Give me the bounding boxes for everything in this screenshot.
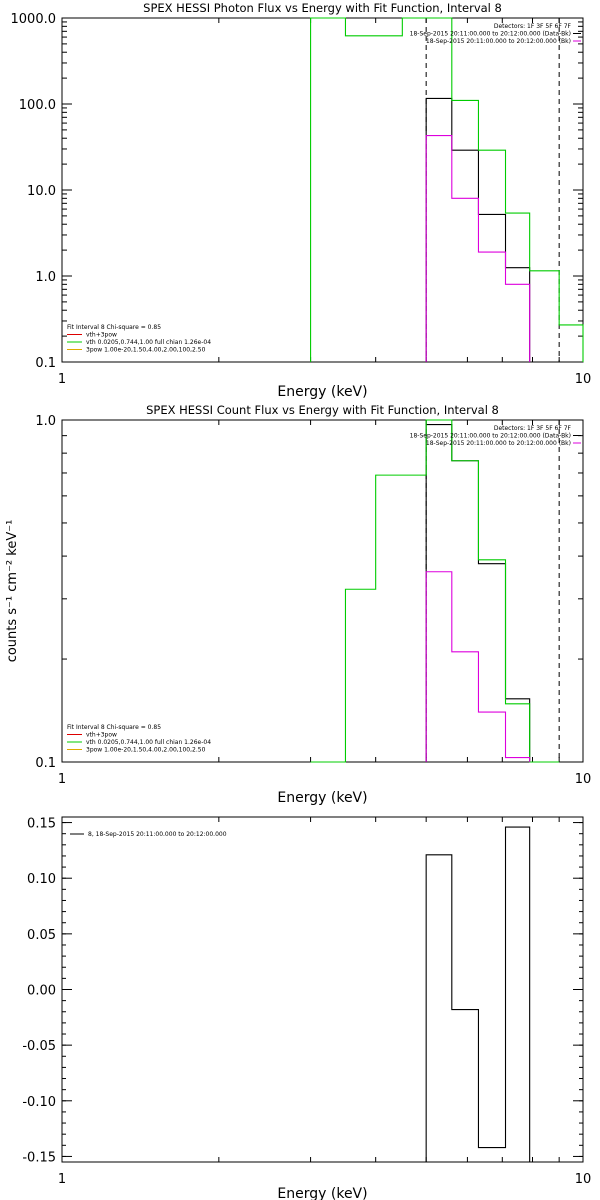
- panel-1-x-tick-label: 1: [58, 372, 66, 387]
- panel-2-legend-bottom-entry: vth+3pow: [86, 732, 117, 739]
- panel-2-x-axis-label: Energy (keV): [277, 790, 367, 806]
- panel-2-axes-frame: [61, 419, 584, 763]
- panel-1-title: SPEX HESSI Photon Flux vs Energy with Fi…: [143, 1, 502, 15]
- panel-2-y-tick-label: 0.1: [35, 756, 56, 771]
- panel-3-series-1-line: [425, 826, 531, 1162]
- panel-2-legend-top-entry: 18-Sep-2015 20:11:00.000 to 20:12:00.000…: [410, 433, 571, 440]
- panel-1-y-tick-label: 0.1: [35, 356, 56, 371]
- panel-2-y-tick-label: 1.0: [35, 414, 56, 429]
- panel-2-x-tick-label: 10: [575, 772, 592, 787]
- panel-3-y-tick-label: 0.10: [27, 872, 56, 887]
- panel-3-y-tick-label: -0.15: [22, 1150, 56, 1165]
- panel-2-legend-top-entry: Detectors: 1F 3F 5F 6F 7F: [494, 425, 572, 432]
- panel-2-title: SPEX HESSI Count Flux vs Energy with Fit…: [146, 403, 499, 417]
- panel-3-legend-entry: 8, 18-Sep-2015 20:11:00.000 to 20:12:00.…: [88, 831, 227, 838]
- panel-1-legend-bottom-entry: vth+3pow: [86, 332, 117, 339]
- panel-2-y-axis-label: counts s⁻¹ cm⁻² keV⁻¹: [5, 520, 20, 663]
- panel-1-series-2-line: [310, 17, 584, 362]
- panel-1-y-tick-label: 1.0: [35, 270, 56, 285]
- panel-1-legend-bottom-entry: Fit Interval 8 Chi-square = 0.85: [67, 324, 161, 331]
- panel-1-legend-bottom-entry: 3pow 1.00e-20,1.50,4.00,2.00,100,2.50: [86, 347, 206, 354]
- panel-3-x-tick-label: 10: [575, 1172, 592, 1187]
- panel-2-series-3-line: [425, 571, 531, 762]
- panel-1-x-axis-label: Energy (keV): [277, 384, 367, 400]
- panel-1-y-tick-label: 10.0: [27, 184, 56, 199]
- panel-3-y-tick-label: 0.15: [27, 817, 56, 832]
- panel-3-axes-frame: [61, 816, 584, 1163]
- panel-2-legend-bottom-entry: Fit Interval 8 Chi-square = 0.85: [67, 724, 161, 731]
- panel-1-y-tick-label: 100.0: [19, 98, 56, 113]
- panel-2-legend-bottom-entry: vth 0.0205,0.744,1.00 full chian 1.26e-0…: [86, 739, 211, 746]
- panel-1-axes-frame: [61, 17, 584, 363]
- panel-2-legend-bottom-entry: 3pow 1.00e-20,1.50,4.00,2.00,100,2.50: [86, 747, 206, 754]
- panel-1-x-tick-label: 10: [575, 372, 592, 387]
- panel-1-y-tick-label: 1000.0: [11, 12, 57, 27]
- panel-1-series-1-line: [425, 97, 531, 362]
- panel-1-legend-top-entry: Detectors: 1F 3F 5F 6F 7F: [494, 23, 572, 30]
- panel-1-series-3-line: [425, 134, 531, 362]
- panel-3-y-tick-label: -0.05: [22, 1039, 56, 1054]
- panel-1-legend-bottom-entry: vth 0.0205,0.744,1.00 full chian 1.26e-0…: [86, 339, 211, 346]
- panel-3-x-axis-label: Energy (keV): [277, 1186, 367, 1200]
- panel-3-y-tick-label: -0.10: [22, 1095, 56, 1110]
- panel-2-series-2-line: [310, 419, 560, 763]
- panel-2-x-tick-label: 1: [58, 772, 66, 787]
- panel-3-x-tick-label: 1: [58, 1172, 66, 1187]
- panel-1-legend-top-entry: 18-Sep-2015 20:11:00.000 to 20:12:00.000…: [426, 38, 571, 45]
- panel-3-y-tick-label: 0.00: [27, 984, 56, 999]
- panel-2-legend-top-entry: 18-Sep-2015 20:11:00.000 to 20:12:00.000…: [426, 440, 571, 447]
- panel-1-legend-top-entry: 18-Sep-2015 20:11:00.000 to 20:12:00.000…: [410, 31, 571, 38]
- panel-3-y-tick-label: 0.05: [27, 928, 56, 943]
